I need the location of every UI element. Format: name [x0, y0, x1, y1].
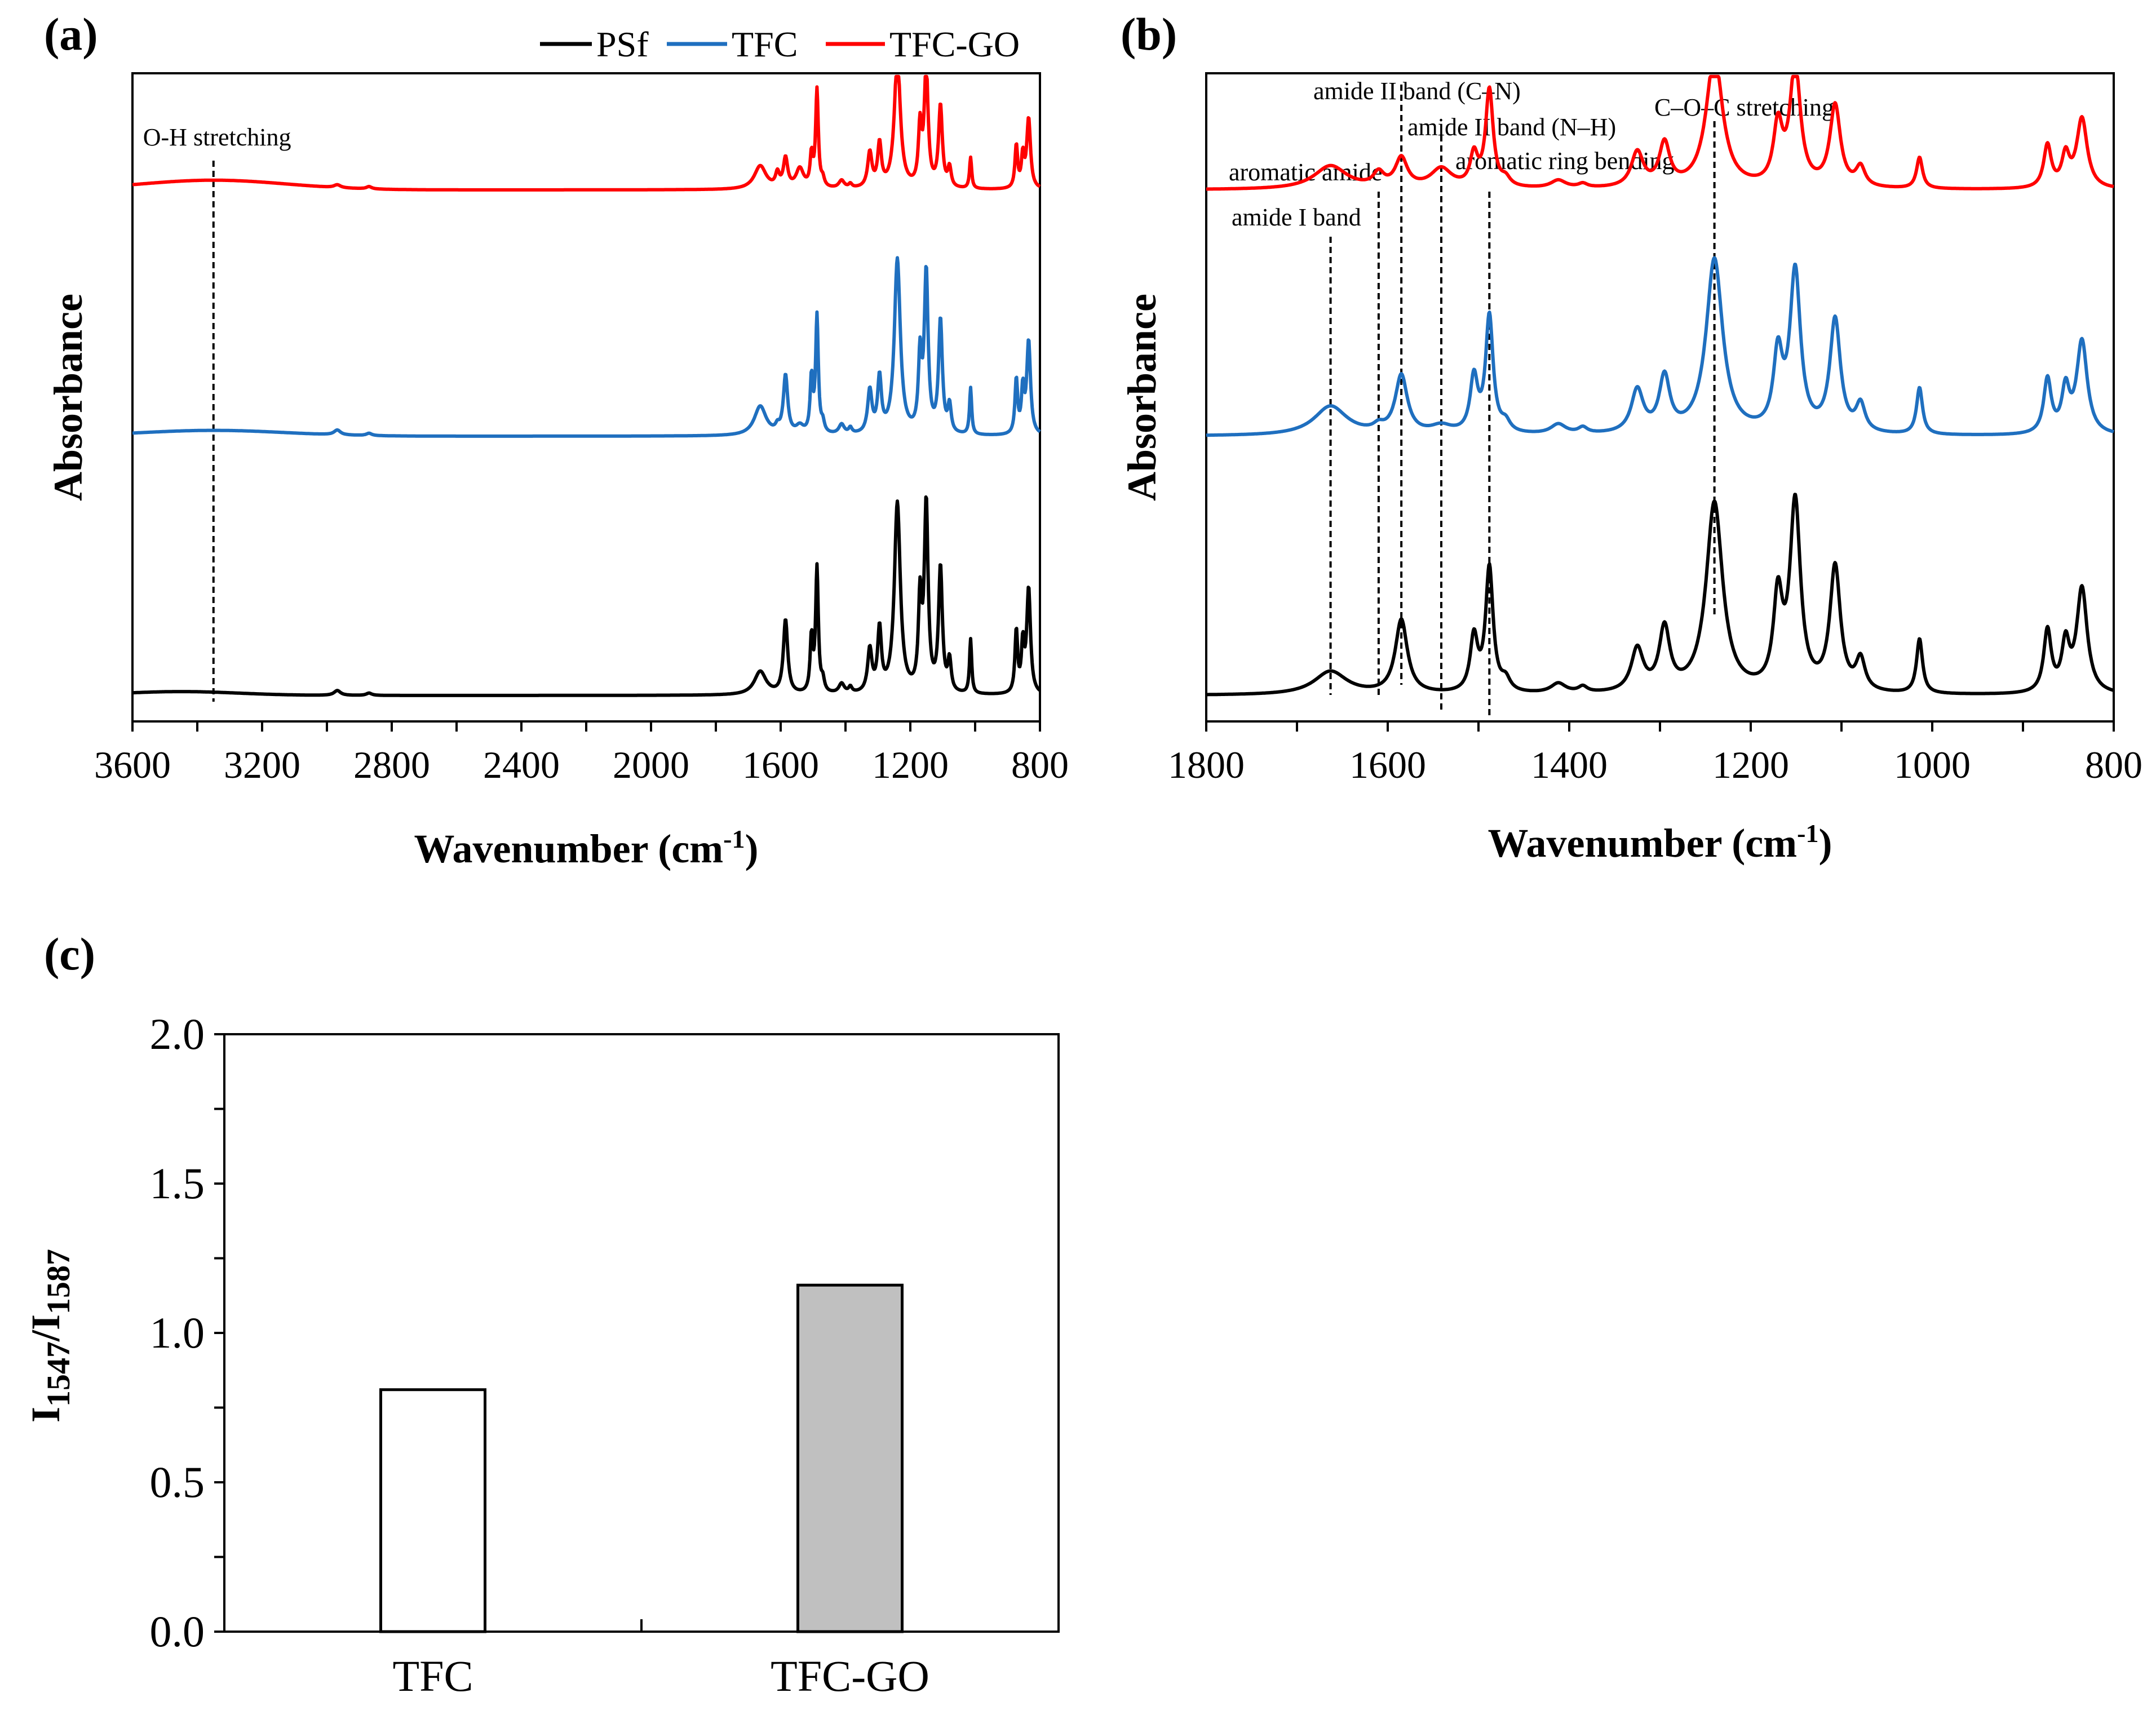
series-line-b-psf	[1205, 493, 2115, 697]
marker-label-b-3: amide II band (N–H)	[1407, 113, 1616, 141]
x-axis-title-a: Wavenumber (cm-1)	[414, 825, 759, 871]
x-tick-label-b-1200: 1200	[1712, 743, 1789, 786]
y-axis-title-b: Absorbance	[1119, 294, 1165, 501]
y-axis-title-c: I1547/I1587	[23, 1249, 77, 1423]
x-axis-title-a-sup: -1	[723, 825, 745, 853]
x-tick-label-a-3600: 3600	[94, 743, 171, 786]
panel-label-c: (c)	[44, 928, 95, 980]
legend-label-tfc: TFC	[732, 24, 798, 64]
panel-label-b: (b)	[1121, 8, 1177, 60]
legend-label-tfc-go: TFC-GO	[889, 24, 1020, 64]
panel-label-a: (a)	[44, 8, 98, 60]
x-axis-title-b: Wavenumber (cm-1)	[1488, 819, 1832, 866]
legend-label-psf: PSf	[596, 24, 649, 64]
bar-tfc	[379, 1388, 486, 1633]
x-tick-label-b-1000: 1000	[1894, 743, 1971, 786]
y-tick-label-c-4: 2.0	[150, 1009, 205, 1058]
x-tick-label-a-3200: 3200	[224, 743, 300, 786]
y-tick-label-c-0: 0.0	[150, 1607, 205, 1656]
y-axis-title-c-sub2: 1587	[40, 1249, 77, 1314]
x-tick-label-a-2800: 2800	[353, 743, 430, 786]
series-line-a-tfc-go	[131, 74, 1041, 192]
legend: PSf TFC TFC-GO	[540, 24, 1020, 64]
y-tick-label-c-2: 1.0	[150, 1308, 205, 1357]
y-axis-title-c-mid: /I	[23, 1314, 68, 1342]
plot-frame-c	[223, 1033, 1060, 1633]
x-axis-title-b-main: Wavenumber (cm	[1488, 821, 1798, 866]
x-axis-title-b-end: )	[1818, 821, 1832, 866]
series-line-a-psf	[131, 495, 1041, 697]
x-axis-title-a-end: )	[745, 826, 758, 871]
x-tick-label-a-2400: 2400	[483, 743, 560, 786]
series-line-a-tfc	[131, 256, 1041, 438]
x-tick-label-a-800: 800	[1011, 743, 1069, 786]
category-label-tfc-go: TFC-GO	[771, 1651, 929, 1700]
series-a	[131, 74, 1041, 697]
y-tick-label-c-3: 1.5	[150, 1159, 205, 1208]
chart-panel-b: 1800 1600 1400 1200 1000 800 amide I bandarom…	[1119, 72, 2142, 866]
category-label-tfc: TFC	[392, 1651, 473, 1700]
marker-label-b-0: amide I band	[1232, 203, 1361, 231]
series-line-b-tfc-go	[1205, 74, 2115, 191]
x-tick-label-b-1800: 1800	[1168, 743, 1245, 786]
y-ticks-c: 0.0 0.5 1.0 1.5 2.0	[150, 1009, 643, 1656]
x-tick-label-b-1600: 1600	[1349, 743, 1426, 786]
bar-tfc-go	[796, 1283, 904, 1633]
bars-c: TFC TFC-GO	[379, 1283, 929, 1700]
y-axis-title-c-sub1: 1547	[40, 1341, 77, 1407]
y-tick-label-c-1: 0.5	[150, 1457, 205, 1507]
y-axis-title-c-main: I	[23, 1407, 68, 1423]
x-ticks-a: 3600 3200 2800 2400 2000 1600 1200 800	[94, 721, 1069, 786]
chart-panel-c: 0.0 0.5 1.0 1.5 2.0 TFC TFC-GO I1547/I1587	[23, 1009, 1060, 1700]
x-tick-label-b-1400: 1400	[1531, 743, 1608, 786]
markers-a: O-H stretching	[143, 123, 291, 702]
x-axis-title-b-sup: -1	[1797, 819, 1818, 848]
chart-panel-a: 3600 3200 2800 2400 2000 1600 1200 800 O-H stre…	[46, 72, 1069, 871]
series-line-b-tfc	[1205, 256, 2115, 437]
marker-label-b-5: C–O–C stretching	[1654, 94, 1834, 121]
x-tick-label-a-1200: 1200	[872, 743, 949, 786]
x-axis-title-a-main: Wavenumber (cm	[414, 826, 724, 871]
series-b	[1205, 74, 2115, 697]
x-tick-label-b-800: 800	[2085, 743, 2142, 786]
x-ticks-b: 1800 1600 1400 1200 1000 800	[1168, 721, 2142, 786]
x-tick-label-a-2000: 2000	[613, 743, 689, 786]
x-tick-label-a-1600: 1600	[742, 743, 819, 786]
y-axis-title-a: Absorbance	[46, 294, 91, 501]
marker-label-a-0: O-H stretching	[143, 123, 291, 151]
